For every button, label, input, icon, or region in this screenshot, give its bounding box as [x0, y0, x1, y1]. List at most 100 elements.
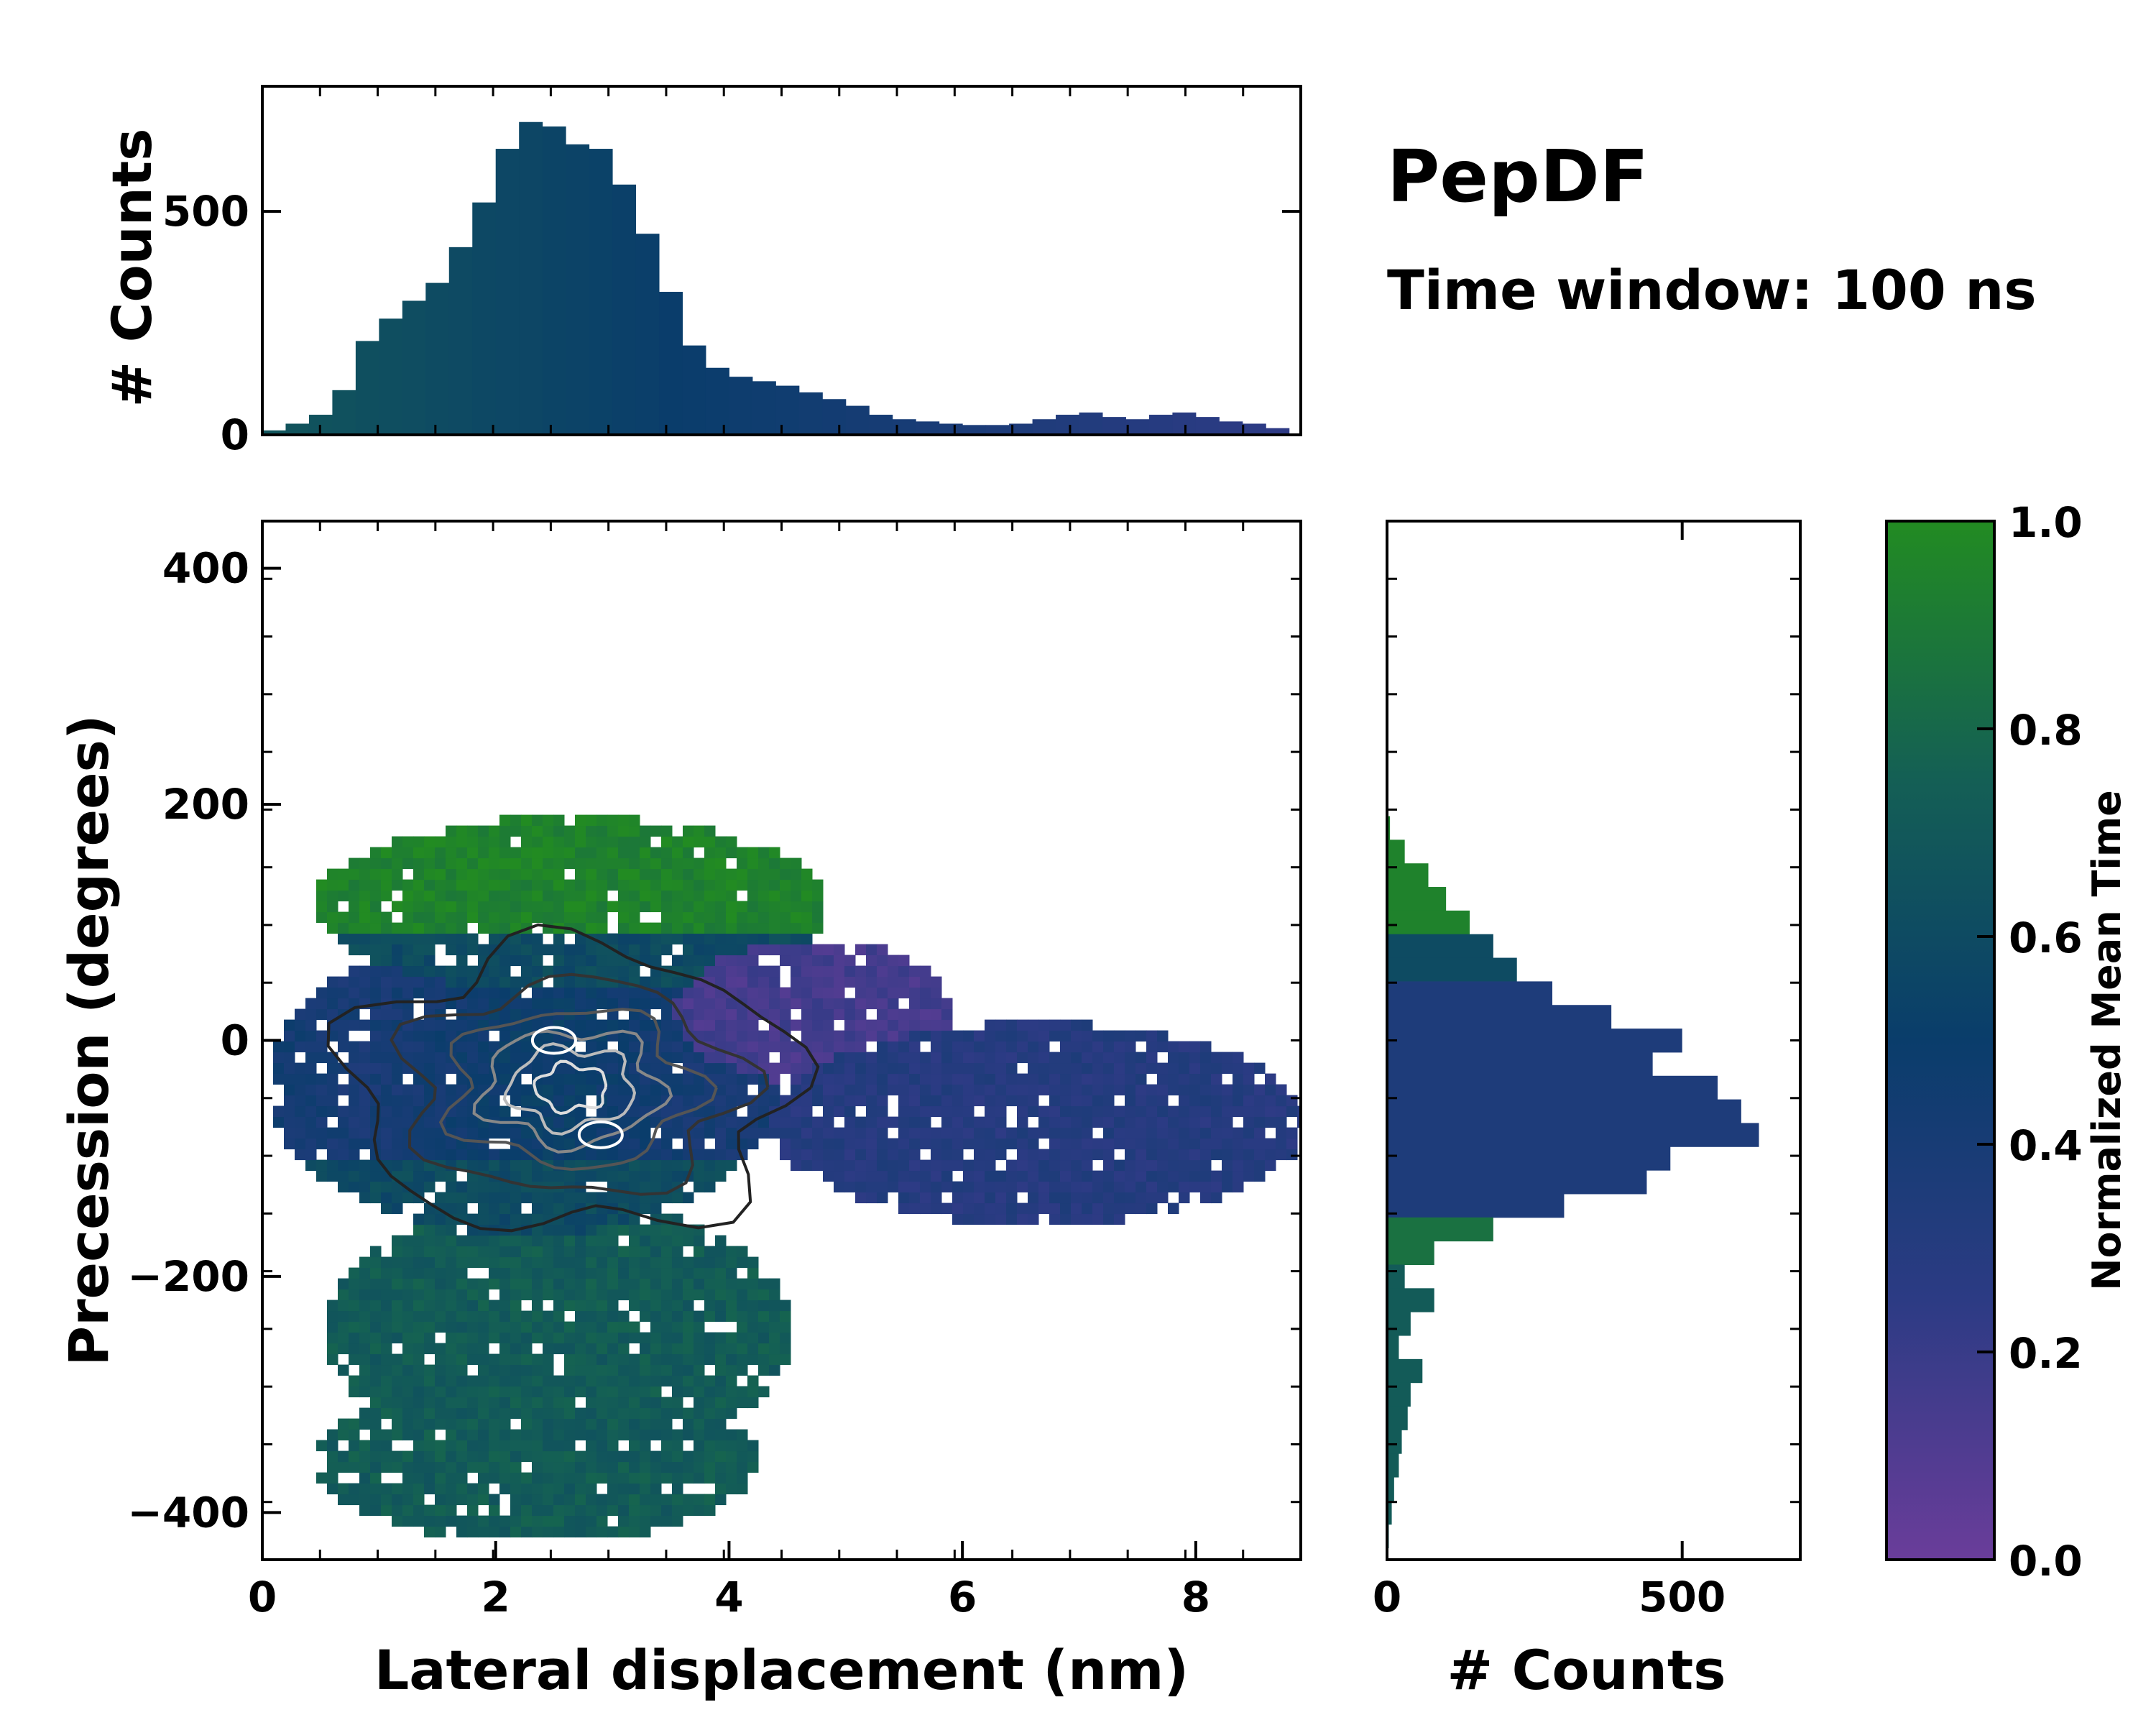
- heatmap-cell: [769, 1008, 780, 1021]
- heatmap-cell: [327, 1008, 338, 1021]
- heatmap-cell: [370, 879, 382, 891]
- heatmap-cell: [370, 1278, 382, 1290]
- heatmap-cell: [478, 1397, 489, 1409]
- heatmap-cell: [747, 1267, 759, 1279]
- heatmap-cell: [381, 1483, 392, 1495]
- heatmap-cell: [316, 1041, 328, 1053]
- heatmap-cell: [413, 922, 425, 934]
- heatmap-cell: [855, 1052, 867, 1064]
- heatmap-cell: [780, 890, 791, 902]
- heatmap-cell: [499, 1008, 511, 1021]
- heatmap-cell: [1157, 1105, 1169, 1118]
- heatmap-cell: [737, 933, 748, 945]
- heatmap-cell: [510, 1494, 522, 1506]
- heatmap-cell: [1060, 1213, 1072, 1225]
- heatmap-cell: [694, 1278, 705, 1290]
- heatmap-cell: [758, 847, 770, 859]
- heatmap-cell: [489, 1364, 500, 1376]
- heatmap-cell: [1243, 1127, 1255, 1139]
- heatmap-cell: [1071, 1041, 1082, 1053]
- heatmap-cell: [974, 1030, 985, 1042]
- heatmap-cell: [1222, 1181, 1233, 1193]
- heatmap-cell: [694, 1386, 705, 1398]
- heatmap-cell: [1082, 1052, 1093, 1064]
- heatmap-cell: [844, 1030, 856, 1042]
- heatmap-cell: [823, 1149, 834, 1161]
- heatmap-cell: [446, 911, 457, 924]
- heatmap-cell: [1254, 1159, 1266, 1172]
- heatmap-cell: [543, 1483, 554, 1495]
- heatmap-cell: [499, 890, 511, 902]
- heatmap-cell: [683, 1084, 694, 1096]
- heatmap-cell: [338, 1450, 349, 1463]
- heatmap-cell: [1135, 1105, 1147, 1118]
- heatmap-cell: [499, 1256, 511, 1269]
- heatmap-cell: [553, 1526, 565, 1538]
- heatmap-cell: [1071, 1095, 1082, 1107]
- heatmap-cell: [543, 1343, 554, 1355]
- heatmap-cell: [381, 1450, 392, 1463]
- heatmap-cell: [446, 1267, 457, 1279]
- heatmap-cell: [564, 1353, 576, 1366]
- heatmap-cell: [629, 1483, 640, 1495]
- heatmap-cell: [543, 1407, 554, 1420]
- heatmap-cell: [446, 1202, 457, 1215]
- heatmap-cell: [931, 1084, 942, 1096]
- heatmap-cell: [661, 1364, 673, 1376]
- heatmap-cell: [629, 1321, 640, 1333]
- heatmap-cell: [855, 1019, 867, 1031]
- heatmap-cell: [747, 976, 759, 988]
- heatmap-cell: [640, 1375, 651, 1387]
- heatmap-cell: [575, 976, 586, 988]
- heatmap-cell: [909, 1084, 921, 1096]
- heatmap-cell: [1233, 1170, 1244, 1182]
- heatmap-cell: [650, 890, 662, 902]
- heatmap-cell: [327, 1170, 338, 1182]
- heatmap-cell: [672, 1472, 683, 1484]
- heatmap-cell: [575, 954, 586, 967]
- heatmap-cell: [370, 1041, 382, 1053]
- heatmap-cell: [683, 1095, 694, 1107]
- heatmap-cell: [435, 1353, 446, 1366]
- heatmap-cell: [1017, 1052, 1028, 1064]
- heatmap-cell: [273, 1073, 285, 1085]
- heatmap-cell: [499, 857, 511, 870]
- heatmap-cell: [435, 1450, 446, 1463]
- heatmap-cell: [844, 976, 856, 988]
- heatmap-cell: [1168, 1159, 1179, 1172]
- heatmap-cell: [359, 1504, 371, 1517]
- heatmap-cell: [823, 1008, 834, 1021]
- heatmap-cell: [327, 976, 338, 988]
- heatmap-cell: [683, 901, 694, 913]
- heatmap-cell: [640, 825, 651, 837]
- heatmap-cell: [316, 1095, 328, 1107]
- heatmap-cell: [338, 879, 349, 891]
- heatmap-cell: [715, 1300, 727, 1312]
- heatmap-cell: [877, 1116, 888, 1128]
- heatmap-cell: [381, 1504, 392, 1517]
- heatmap-cell: [995, 1170, 1007, 1182]
- heatmap-cell: [467, 1127, 479, 1139]
- heatmap-cell: [543, 868, 554, 880]
- heatmap-cell: [780, 1127, 791, 1139]
- heatmap-cell: [1082, 1181, 1093, 1193]
- heatmap-cell: [791, 1127, 802, 1139]
- heatmap-cell: [381, 933, 392, 945]
- heatmap-cell: [510, 1375, 522, 1387]
- heatmap-cell: [370, 1494, 382, 1506]
- heatmap-cell: [715, 1440, 727, 1452]
- heatmap-cell: [1103, 1181, 1115, 1193]
- heatmap-cell: [381, 1192, 392, 1204]
- heatmap-cell: [618, 1041, 630, 1053]
- heatmap-cell: [499, 1181, 511, 1193]
- heatmap-cell: [1017, 1138, 1028, 1150]
- heatmap-cell: [392, 1310, 403, 1322]
- heatmap-cell: [1189, 1041, 1201, 1053]
- heatmap-cell: [737, 868, 748, 880]
- heatmap-cell: [694, 933, 705, 945]
- heatmap-cell: [413, 1138, 425, 1150]
- heatmap-cell: [694, 890, 705, 902]
- heatmap-cell: [694, 1008, 705, 1021]
- heatmap-cell: [510, 879, 522, 891]
- heatmap-cell: [467, 1332, 479, 1344]
